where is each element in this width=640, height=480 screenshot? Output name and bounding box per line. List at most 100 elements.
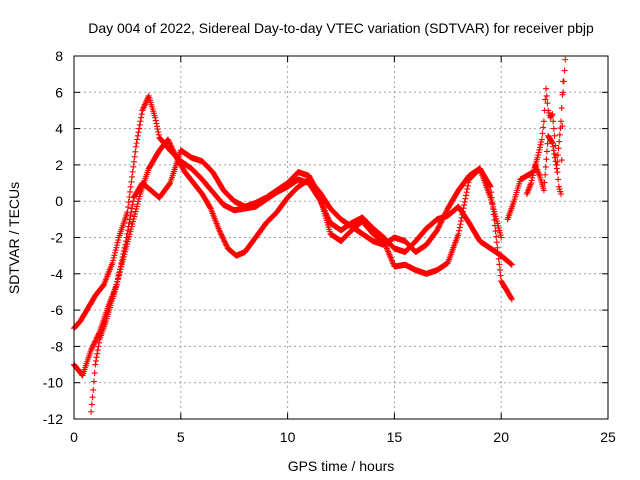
data-point	[436, 222, 443, 229]
data-point	[94, 350, 101, 357]
data-point	[127, 188, 134, 195]
data-point	[558, 118, 565, 125]
data-point	[128, 205, 135, 212]
x-tick-label: 15	[387, 429, 403, 445]
grid	[74, 56, 608, 419]
data-point	[218, 231, 225, 238]
data-point	[529, 172, 536, 179]
data-point	[438, 218, 445, 225]
data-point	[138, 114, 145, 121]
data-point	[130, 198, 137, 205]
data-point	[437, 220, 444, 227]
data-point	[508, 296, 515, 303]
data-point	[220, 235, 227, 242]
data-point	[217, 230, 224, 237]
data-point	[551, 132, 558, 139]
data-point	[434, 227, 441, 234]
data-point	[129, 168, 136, 175]
series-track-d	[504, 56, 569, 223]
data-point	[90, 378, 97, 385]
data-point	[168, 144, 175, 151]
data-point	[535, 149, 542, 156]
data-point	[88, 408, 95, 415]
data-point	[456, 227, 463, 234]
data-point	[169, 146, 176, 153]
y-axis-label: SDTVAR / TECUs	[6, 182, 22, 294]
data-point	[496, 261, 503, 268]
data-point	[78, 371, 85, 378]
data-point	[170, 147, 177, 154]
data-point	[135, 129, 142, 136]
data-point	[464, 186, 471, 193]
data-point	[132, 148, 139, 155]
data-point	[94, 347, 101, 354]
data-points	[71, 56, 569, 415]
x-tick-label: 20	[493, 429, 509, 445]
data-point	[90, 341, 97, 348]
data-point	[442, 210, 449, 217]
data-point	[487, 183, 494, 190]
data-point	[553, 161, 560, 168]
data-point	[550, 125, 557, 132]
data-point	[495, 250, 502, 257]
data-point	[460, 205, 467, 212]
series-track-c	[88, 136, 515, 415]
data-point	[436, 223, 443, 230]
data-point	[134, 132, 141, 139]
data-point	[543, 156, 550, 163]
data-point	[93, 354, 100, 361]
data-point	[138, 111, 145, 118]
data-point	[548, 112, 555, 119]
data-point	[165, 137, 172, 144]
data-point	[153, 120, 160, 127]
data-point	[88, 347, 95, 354]
data-point	[557, 125, 564, 132]
data-point	[435, 224, 442, 231]
data-point	[167, 142, 174, 149]
data-point	[536, 146, 543, 153]
data-point	[543, 148, 550, 155]
data-point	[458, 214, 465, 221]
data-point	[459, 211, 466, 218]
data-point	[488, 194, 495, 201]
data-point	[491, 216, 498, 223]
data-point	[550, 147, 557, 154]
data-point	[126, 219, 133, 226]
data-point	[166, 139, 173, 146]
data-point	[540, 124, 547, 131]
data-point	[129, 201, 136, 208]
data-point	[207, 204, 214, 211]
chart-title: Day 004 of 2022, Sidereal Day-to-day VTE…	[88, 20, 594, 36]
data-point	[125, 204, 132, 211]
data-point	[132, 143, 139, 150]
data-point	[92, 357, 99, 364]
data-point	[463, 189, 470, 196]
data-point	[218, 232, 225, 239]
data-point	[153, 123, 160, 130]
data-point	[92, 361, 99, 368]
data-point	[434, 225, 441, 232]
data-point	[130, 163, 137, 170]
data-point	[166, 180, 173, 187]
data-point	[542, 171, 549, 178]
data-point	[90, 386, 97, 393]
data-point	[558, 105, 565, 112]
data-point	[125, 199, 132, 206]
data-point	[551, 151, 558, 158]
data-point	[127, 212, 134, 219]
data-point	[551, 154, 558, 161]
data-point	[494, 244, 501, 251]
data-point	[223, 242, 230, 249]
data-point	[155, 128, 162, 135]
data-point	[133, 140, 140, 147]
data-point	[554, 152, 561, 159]
data-point	[441, 213, 448, 220]
data-point	[439, 215, 446, 222]
data-point	[555, 176, 562, 183]
data-point	[219, 234, 226, 241]
data-point	[89, 394, 96, 401]
data-point	[437, 219, 444, 226]
data-point	[541, 179, 548, 186]
y-tick-label: 0	[55, 193, 63, 209]
